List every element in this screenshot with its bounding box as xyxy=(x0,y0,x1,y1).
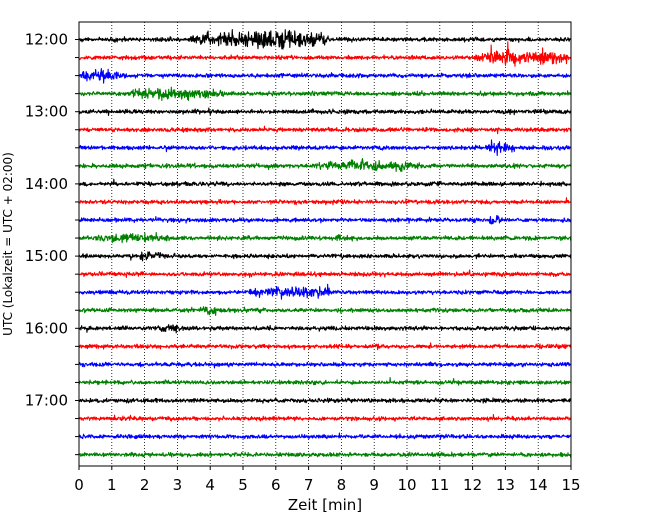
trace-1230 xyxy=(78,68,572,84)
x-tick-label: 12 xyxy=(463,476,482,494)
trace-1245 xyxy=(78,86,572,101)
trace-1645 xyxy=(78,377,572,386)
plot-frame xyxy=(78,21,572,467)
x-tick-label: 8 xyxy=(337,476,347,494)
x-axis-title: Zeit [min] xyxy=(288,496,362,514)
trace-1400 xyxy=(78,178,572,188)
x-tick-label: 14 xyxy=(529,476,548,494)
x-tick-label: 11 xyxy=(430,476,449,494)
y-tick-label: 12:00 xyxy=(25,31,68,49)
trace-1345 xyxy=(78,158,572,173)
y-tick-label: 13:00 xyxy=(25,103,68,121)
trace-1715 xyxy=(78,414,572,422)
x-tick-label: 4 xyxy=(205,476,215,494)
y-tick-label: 15:00 xyxy=(25,247,68,265)
trace-1430 xyxy=(78,214,572,225)
y-axis-title: UTC (Lokalzeit = UTC + 02:00) xyxy=(1,152,15,336)
trace-group xyxy=(78,28,572,458)
x-tick-label: 0 xyxy=(74,476,84,494)
y-tick-label: 16:00 xyxy=(25,319,68,337)
x-tick-label: 3 xyxy=(173,476,183,494)
trace-1500 xyxy=(78,251,572,262)
trace-1630 xyxy=(78,361,572,369)
grid-lines xyxy=(111,22,539,466)
x-tick-label: 15 xyxy=(561,476,580,494)
trace-1730 xyxy=(78,432,572,440)
x-tick-label: 13 xyxy=(496,476,515,494)
x-tick-label: 2 xyxy=(140,476,150,494)
trace-1315 xyxy=(78,125,572,135)
y-tick-label: 17:00 xyxy=(25,392,68,410)
trace-1600 xyxy=(78,324,572,334)
trace-1300 xyxy=(78,107,572,116)
x-tick-label: 10 xyxy=(397,476,416,494)
trace-1530 xyxy=(78,283,572,300)
y-tick-label: 14:00 xyxy=(25,175,68,193)
trace-1700 xyxy=(78,397,572,404)
x-tick-label: 1 xyxy=(107,476,117,494)
trace-1515 xyxy=(78,269,572,278)
trace-1200 xyxy=(78,28,572,50)
y-axis: 12:00 13:00 14:00 15:00 16:00 17:00 xyxy=(25,31,79,456)
x-axis: 0 1 2 3 4 5 6 7 8 9 10 11 12 13 14 15 xyxy=(74,466,581,494)
trace-1445 xyxy=(78,231,572,244)
trace-1330 xyxy=(78,139,572,157)
trace-1415 xyxy=(78,197,572,206)
x-tick-label: 9 xyxy=(369,476,379,494)
trace-1215 xyxy=(78,41,572,67)
x-tick-label: 5 xyxy=(238,476,248,494)
x-tick-label: 6 xyxy=(271,476,281,494)
trace-1745 xyxy=(78,451,572,458)
trace-1545 xyxy=(78,306,572,317)
trace-1615 xyxy=(78,342,572,351)
x-tick-label: 7 xyxy=(304,476,314,494)
